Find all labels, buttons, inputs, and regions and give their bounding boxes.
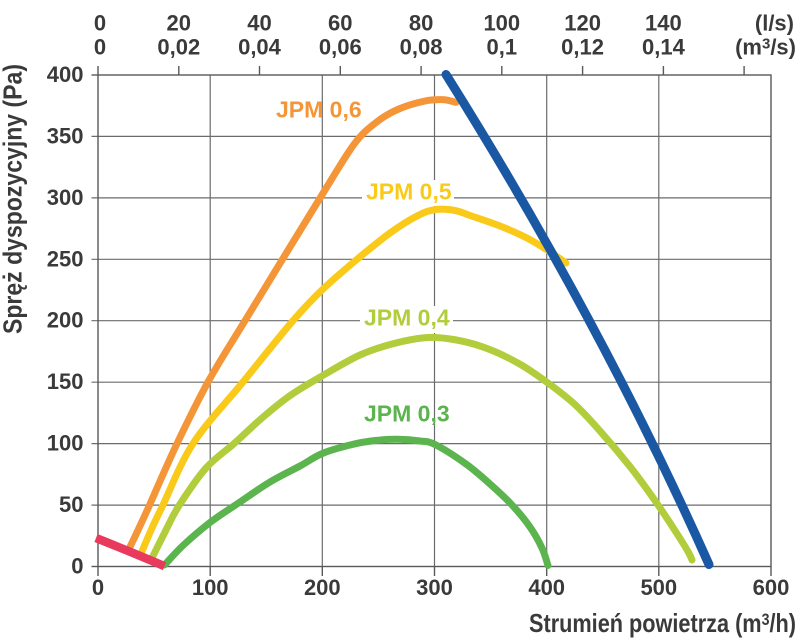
svg-text:(m3/s): (m3/s) bbox=[735, 35, 796, 60]
svg-text:20: 20 bbox=[167, 11, 191, 36]
svg-text:(l/s): (l/s) bbox=[755, 11, 794, 36]
svg-text:0: 0 bbox=[94, 35, 106, 60]
svg-text:JPM 0,6: JPM 0,6 bbox=[276, 97, 362, 123]
svg-text:0,12: 0,12 bbox=[561, 35, 604, 60]
svg-text:60: 60 bbox=[328, 11, 352, 36]
svg-text:JPM 0,3: JPM 0,3 bbox=[364, 401, 450, 427]
svg-text:600: 600 bbox=[753, 575, 790, 600]
svg-text:0,14: 0,14 bbox=[642, 35, 686, 60]
svg-text:200: 200 bbox=[304, 575, 341, 600]
svg-text:300: 300 bbox=[416, 575, 453, 600]
svg-text:400: 400 bbox=[47, 62, 84, 87]
svg-text:0: 0 bbox=[94, 11, 106, 36]
svg-text:0,06: 0,06 bbox=[319, 35, 362, 60]
svg-text:0,08: 0,08 bbox=[400, 35, 443, 60]
svg-text:500: 500 bbox=[640, 575, 677, 600]
svg-text:100: 100 bbox=[483, 11, 520, 36]
svg-text:120: 120 bbox=[564, 11, 601, 36]
svg-text:200: 200 bbox=[47, 308, 84, 333]
svg-text:100: 100 bbox=[192, 575, 229, 600]
svg-text:Spręż dyspozycyjny (Pa): Spręż dyspozycyjny (Pa) bbox=[0, 64, 28, 334]
svg-text:0,1: 0,1 bbox=[487, 35, 518, 60]
svg-text:80: 80 bbox=[409, 11, 433, 36]
svg-text:0,04: 0,04 bbox=[238, 35, 282, 60]
svg-text:350: 350 bbox=[47, 123, 84, 148]
svg-text:Strumień powietrza (m3/h): Strumień powietrza (m3/h) bbox=[529, 608, 796, 638]
svg-text:0: 0 bbox=[71, 554, 83, 579]
svg-text:JPM 0,5: JPM 0,5 bbox=[366, 179, 452, 205]
svg-text:250: 250 bbox=[47, 246, 84, 271]
svg-text:140: 140 bbox=[645, 11, 682, 36]
svg-text:0: 0 bbox=[92, 575, 104, 600]
svg-text:400: 400 bbox=[528, 575, 565, 600]
svg-text:150: 150 bbox=[47, 369, 84, 394]
svg-text:0,02: 0,02 bbox=[157, 35, 200, 60]
svg-text:40: 40 bbox=[247, 11, 271, 36]
svg-text:300: 300 bbox=[47, 185, 84, 210]
svg-text:50: 50 bbox=[59, 492, 83, 517]
svg-text:JPM 0,4: JPM 0,4 bbox=[364, 305, 450, 331]
svg-text:100: 100 bbox=[47, 431, 84, 456]
